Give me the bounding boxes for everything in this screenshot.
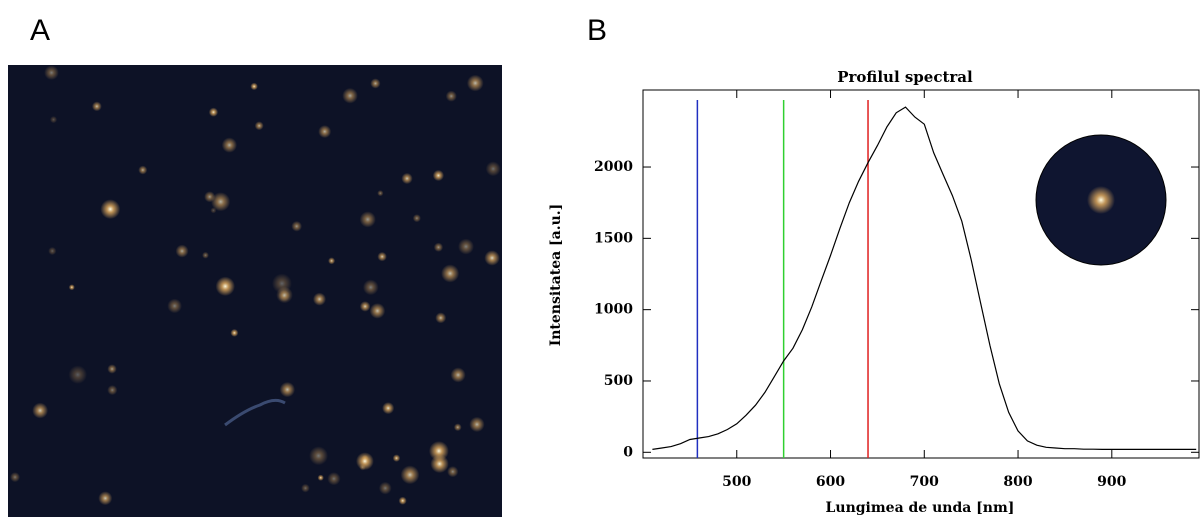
microscopy-image xyxy=(8,65,502,517)
particle xyxy=(378,481,392,495)
x-tick-label: 700 xyxy=(910,474,939,490)
particle xyxy=(44,65,59,81)
inset-spot xyxy=(1087,186,1115,214)
particle xyxy=(210,207,217,214)
particle xyxy=(450,367,466,383)
particle xyxy=(202,251,209,259)
panel-label: A xyxy=(30,14,50,47)
x-tick-label: 500 xyxy=(722,474,751,490)
particle xyxy=(211,192,231,212)
x-tick-label: 800 xyxy=(1003,474,1032,490)
y-tick-label: 2000 xyxy=(594,159,633,175)
particle xyxy=(167,298,182,314)
particle xyxy=(485,161,501,177)
particle xyxy=(318,125,332,139)
particle xyxy=(369,303,386,319)
particle xyxy=(441,264,460,283)
x-tick-label: 600 xyxy=(816,474,845,490)
particle xyxy=(100,199,121,220)
particle xyxy=(447,466,459,478)
particle xyxy=(400,465,420,485)
particle xyxy=(317,474,324,481)
particle xyxy=(208,107,219,117)
panel-label: B xyxy=(587,14,607,47)
particle xyxy=(279,381,296,398)
particle xyxy=(453,423,462,432)
particle xyxy=(32,402,49,419)
particle xyxy=(221,137,238,153)
particle xyxy=(328,257,336,265)
particle xyxy=(98,491,113,506)
particle xyxy=(377,190,384,197)
y-axis-label: Intensitatea [a.u.] xyxy=(548,204,564,347)
particle xyxy=(359,211,376,228)
particle xyxy=(68,365,88,384)
particle xyxy=(355,452,374,471)
particle xyxy=(362,279,379,296)
particle xyxy=(204,191,216,203)
particle xyxy=(138,165,148,175)
y-tick-label: 500 xyxy=(604,373,633,389)
particle xyxy=(433,242,444,252)
particle xyxy=(382,402,395,415)
particle xyxy=(215,276,235,297)
particle xyxy=(291,220,303,232)
plot-frame xyxy=(642,89,1200,459)
debris xyxy=(224,398,286,427)
y-tick-label: 0 xyxy=(623,444,633,460)
particle xyxy=(342,87,358,104)
particle xyxy=(312,292,327,306)
particle xyxy=(428,441,449,461)
particle xyxy=(49,116,58,124)
particle xyxy=(412,214,421,223)
particle xyxy=(107,385,118,396)
y-tick-label: 1000 xyxy=(594,302,633,318)
particle xyxy=(458,238,474,255)
y-tick-label: 1500 xyxy=(594,230,633,246)
x-tick-label: 900 xyxy=(1097,474,1126,490)
particle xyxy=(432,169,445,182)
particle xyxy=(445,90,457,102)
particle xyxy=(392,454,401,462)
particle xyxy=(469,416,485,433)
particle xyxy=(484,250,500,266)
chart-title: Profilul spectral xyxy=(837,68,973,86)
particle xyxy=(10,472,21,483)
particle xyxy=(68,284,75,291)
particle xyxy=(250,82,258,91)
particle xyxy=(91,101,102,112)
particle xyxy=(48,246,57,256)
particle xyxy=(107,364,117,374)
particle xyxy=(309,446,328,466)
particle xyxy=(230,328,239,337)
x-axis-label: Lungimea de unda [nm] xyxy=(826,500,1015,516)
particle xyxy=(327,472,341,486)
particle xyxy=(271,273,292,294)
particle xyxy=(175,244,189,258)
particles xyxy=(10,65,501,506)
particle xyxy=(301,483,310,493)
spectrum-line xyxy=(652,106,1197,450)
particle xyxy=(370,78,381,89)
particle xyxy=(466,74,484,92)
particle xyxy=(377,251,387,262)
particle xyxy=(254,121,264,131)
particle xyxy=(435,312,447,324)
particle xyxy=(398,496,407,505)
particle xyxy=(401,172,413,185)
particle xyxy=(359,301,371,312)
